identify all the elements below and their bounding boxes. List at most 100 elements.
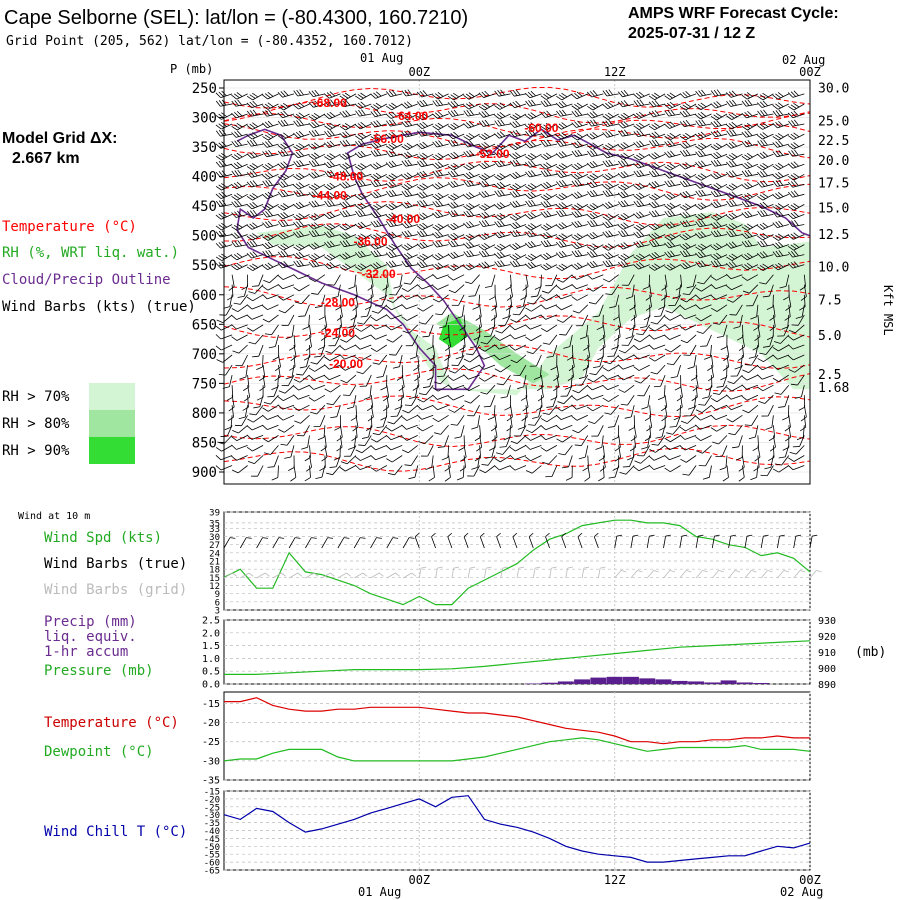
upper-wind-barb-469: [416, 212, 434, 221]
upper-wind-barb-1268: [434, 425, 449, 435]
upper-wind-barb-996: [339, 354, 357, 360]
upper-wind-barb-958: [339, 344, 357, 351]
upper-wind-barb-289: [571, 162, 588, 171]
upper-wind-barb-1271: [491, 425, 498, 442]
upper-wind-barb-1219: [262, 414, 279, 420]
upper-wind-barb-1326: [752, 435, 759, 452]
upper-wind-barb-746: [587, 284, 604, 292]
upper-wind-barb-606: [772, 241, 789, 249]
height-tick-10: 2.5: [818, 368, 841, 383]
upper-wind-barb-488: [710, 213, 728, 221]
top-date-label-2: 02 Aug: [782, 53, 825, 67]
upper-wind-barb-227: [787, 142, 805, 150]
upper-wind-barb-217: [633, 140, 650, 148]
upper-wind-barb-743: [541, 284, 558, 294]
upper-wind-barb-221: [695, 142, 712, 151]
upper-wind-barb-850: [439, 314, 449, 329]
upper-wind-barb-1009: [550, 354, 558, 371]
upper-wind-barb-231: [262, 149, 279, 158]
upper-wind-barb-939: [633, 334, 650, 343]
upper-wind-barb-1274: [525, 424, 542, 434]
upper-wind-barb-1045: [513, 364, 527, 376]
upper-wind-barb-389: [354, 192, 372, 201]
upper-wind-barb-679: [726, 261, 743, 269]
surface-barb-grid-1: [240, 572, 254, 579]
upper-wind-barb-1172: [710, 394, 728, 403]
upper-wind-barb-366: [586, 180, 604, 188]
upper-wind-barb-475: [509, 213, 527, 221]
upper-wind-barb-720: [779, 274, 790, 289]
upper-wind-barb-152: [215, 129, 233, 137]
upper-wind-barb-1107: [293, 384, 310, 391]
upper-wind-barb-773: [416, 294, 434, 300]
upper-wind-barb-90: [432, 111, 449, 119]
upper-wind-barb-1029: [274, 365, 281, 382]
upper-wind-barb-681: [757, 263, 774, 271]
upper-wind-barb-140: [617, 121, 635, 129]
upper-wind-barb-826: [654, 304, 666, 318]
upper-wind-barb-478: [556, 209, 573, 217]
upper-wind-barb-375: [726, 183, 743, 191]
wind-speed-label: Wind Spd (kts): [44, 530, 162, 546]
upper-wind-barb-344: [246, 180, 264, 188]
upper-wind-barb-241: [416, 152, 434, 161]
upper-wind-barb-233: [293, 150, 310, 159]
upper-wind-barb-232: [277, 149, 295, 157]
upper-wind-barb-226: [772, 140, 789, 148]
upper-wind-barb-757: [762, 284, 774, 298]
upper-wind-barb-1188: [380, 405, 388, 421]
temperature-contour-label-2: -60.00: [524, 121, 558, 135]
upper-wind-barb-995: [324, 354, 341, 361]
upper-wind-barb-105: [664, 109, 681, 117]
upper-wind-barb-434: [463, 203, 480, 211]
upper-wind-barb-1422: [467, 465, 480, 477]
upper-wind-barb-466: [370, 210, 387, 219]
upper-wind-barb-1245: [669, 415, 681, 428]
upper-wind-barb-1004: [463, 354, 480, 363]
upper-wind-barb-503: [354, 221, 372, 229]
panel-precip-ytick-0: 2.5: [202, 616, 220, 627]
upper-wind-barb-79: [262, 109, 279, 117]
upper-wind-barb-1044: [494, 364, 511, 373]
legend-temperature: Temperature (°C): [2, 219, 137, 235]
surface-barb-grid-36: [809, 569, 822, 579]
upper-wind-barb-699: [447, 274, 465, 281]
upper-wind-barb-1412: [315, 465, 326, 479]
pressure-tick-700: 700: [192, 347, 217, 363]
upper-wind-barb-993: [299, 354, 310, 369]
upper-wind-barb-1426: [525, 465, 542, 474]
upper-wind-barb-198: [339, 139, 356, 147]
upper-wind-barb-238: [370, 149, 387, 157]
upper-wind-barb-968: [494, 344, 511, 350]
upper-wind-barb-160: [339, 131, 357, 139]
surface-barb-true-2: [256, 537, 268, 549]
upper-wind-barb-886: [402, 324, 418, 334]
surface-barb-true-21: [561, 532, 567, 549]
upper-wind-barb-44: [308, 100, 326, 108]
upper-wind-barb-335: [695, 173, 712, 181]
upper-wind-barb-1161: [546, 395, 558, 408]
upper-wind-barb-945: [738, 334, 745, 352]
upper-wind-barb-931: [509, 334, 527, 340]
upper-wind-barb-537: [293, 230, 310, 238]
surface-barb-grid-32: [744, 569, 757, 579]
upper-wind-barb-1221: [294, 415, 310, 424]
upper-wind-barb-300: [741, 161, 759, 170]
upper-wind-barb-748: [626, 284, 635, 300]
upper-wind-barb-47: [354, 101, 372, 109]
upper-wind-barb-1024: [772, 354, 789, 360]
upper-wind-barb-363: [540, 181, 558, 189]
panel-wind-ytick-8: 15: [209, 574, 220, 584]
upper-wind-barb-1213: [761, 405, 774, 417]
upper-wind-barb-1073: [359, 374, 372, 387]
upper-wind-barb-1013: [603, 354, 619, 365]
upper-wind-barb-590: [525, 241, 542, 249]
upper-wind-barb-1053: [633, 364, 650, 371]
upper-wind-barb-230: [246, 151, 264, 159]
upper-wind-barb-709: [602, 274, 619, 283]
upper-wind-barb-986: [772, 344, 789, 352]
upper-wind-barb-28: [648, 92, 666, 101]
upper-wind-barb-1322: [679, 434, 697, 440]
upper-wind-barb-686: [251, 274, 264, 287]
upper-wind-barb-473: [478, 211, 496, 219]
